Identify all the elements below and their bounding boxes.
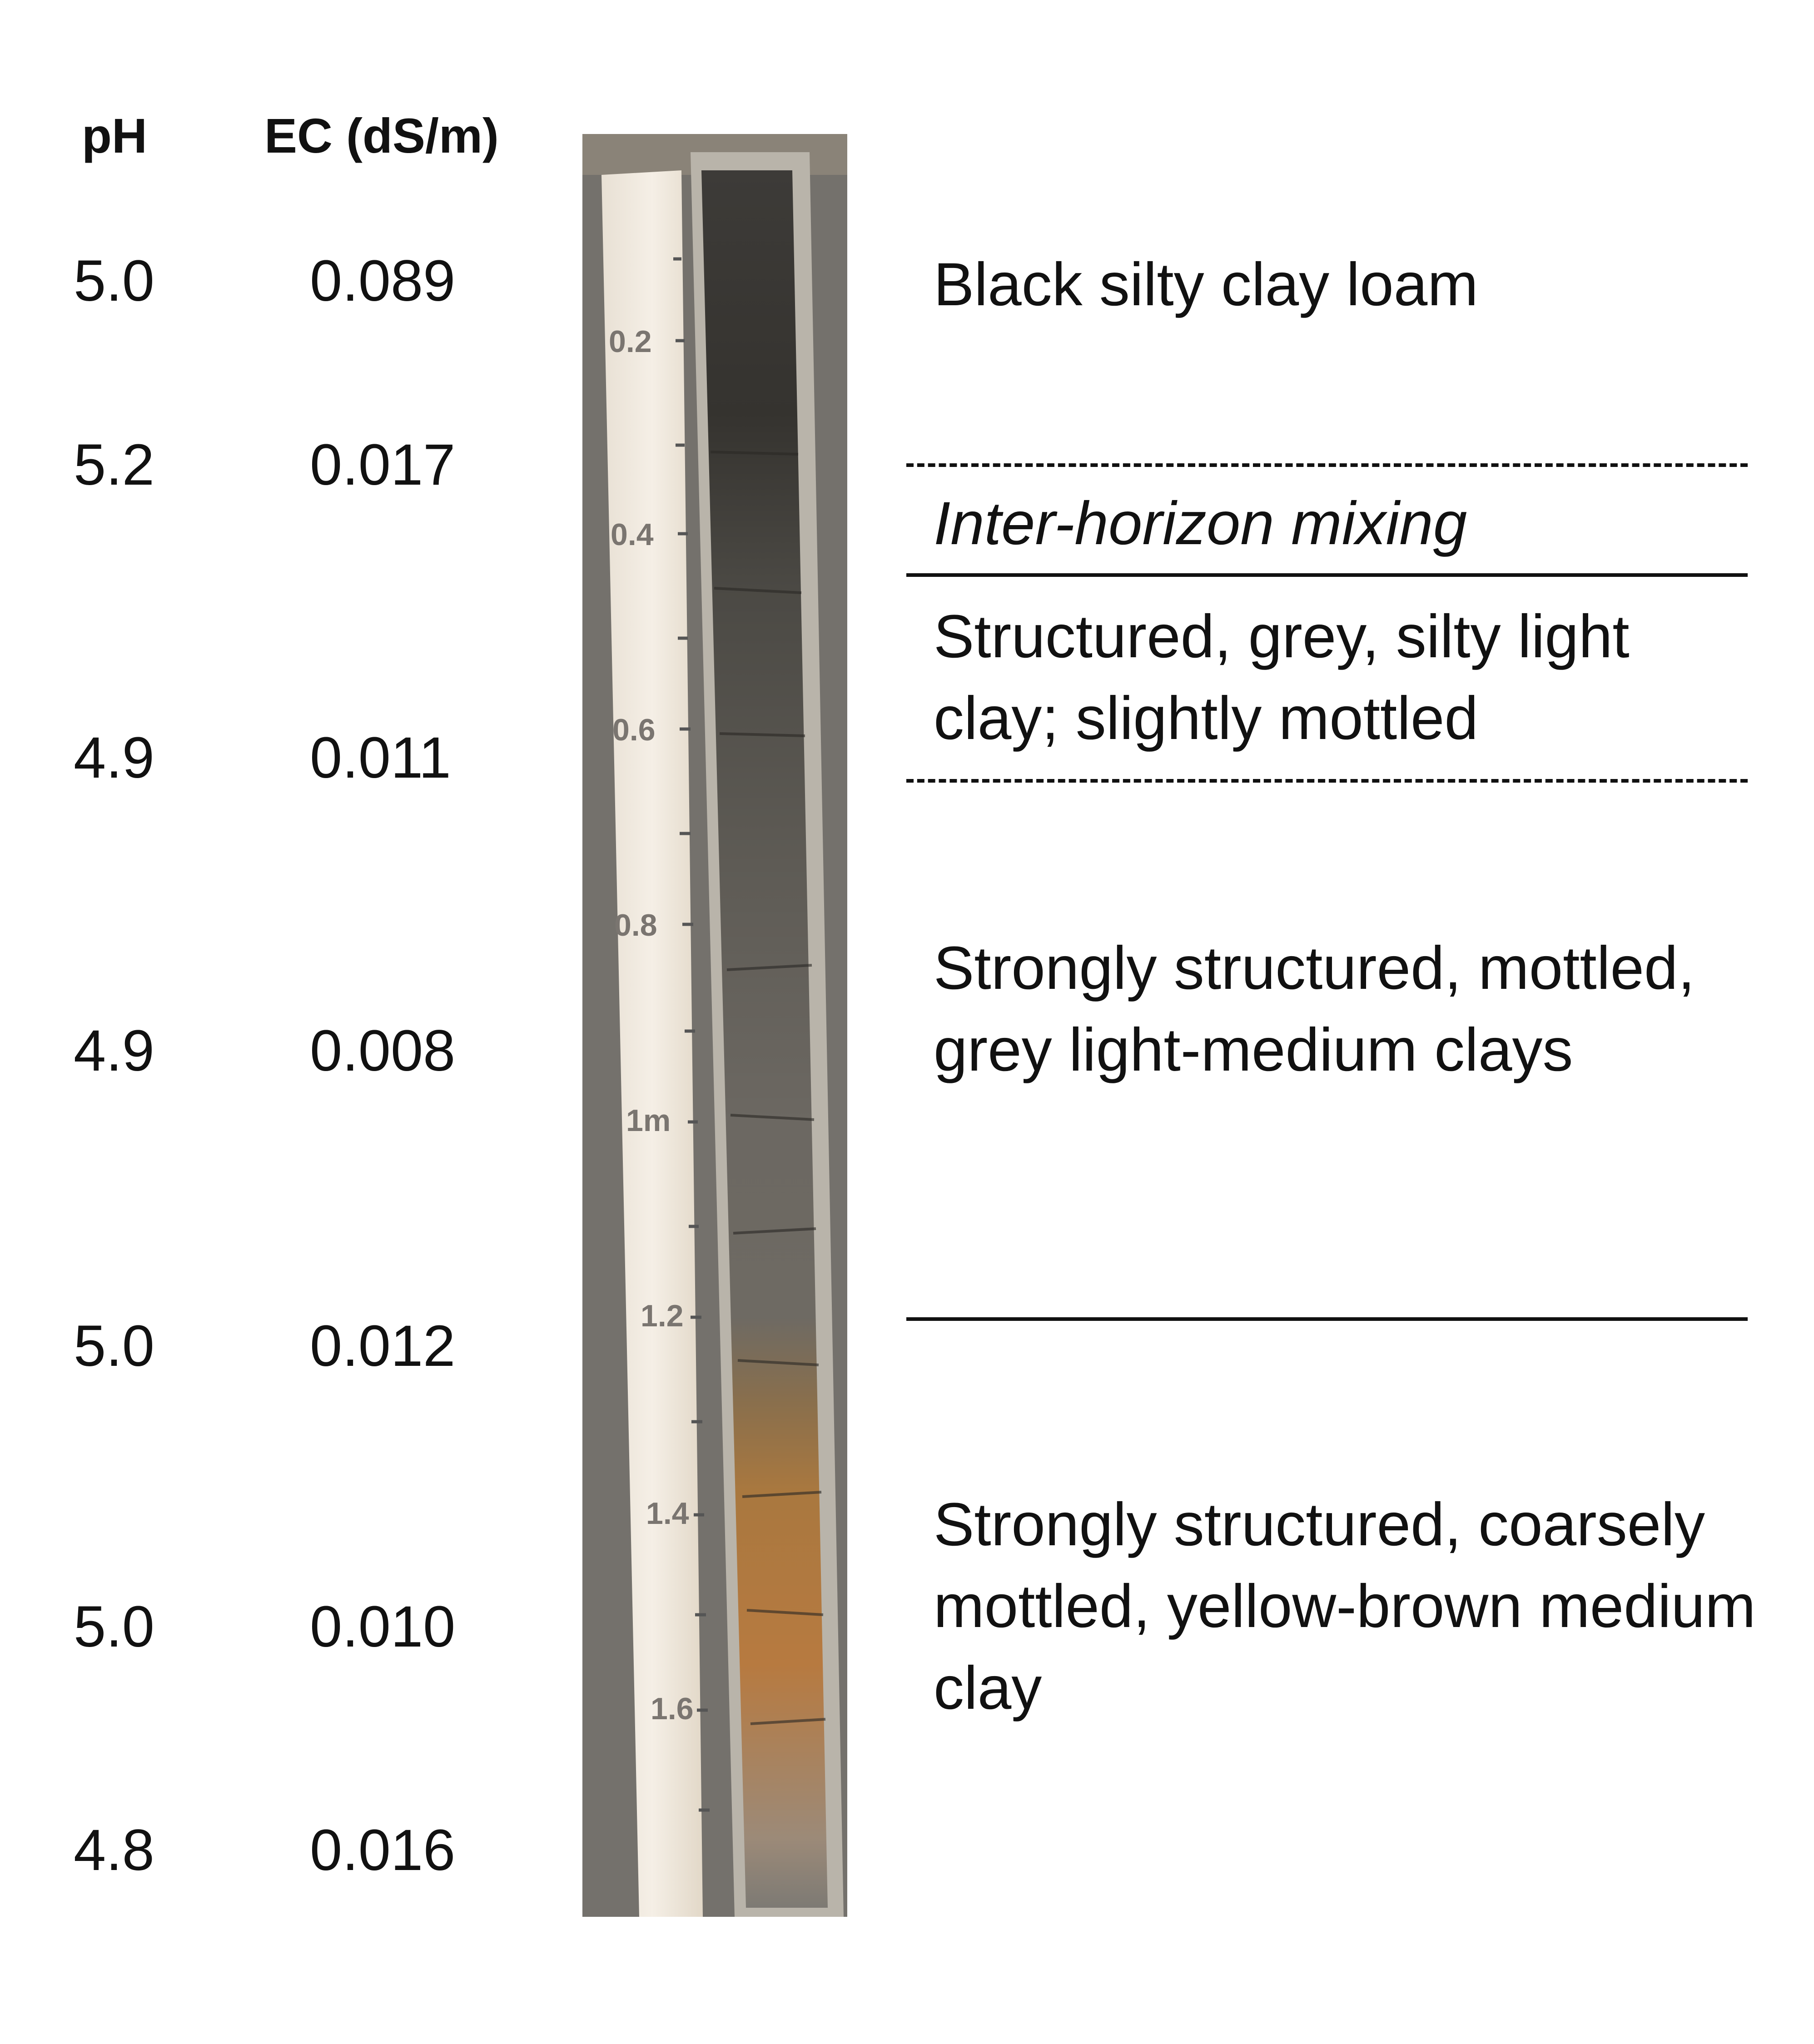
- horizon-boundary-solid: [906, 1317, 1748, 1321]
- ph-value: 4.9: [74, 1018, 154, 1083]
- ph-value: 4.8: [74, 1818, 154, 1883]
- horizon-description: Strongly structured, mottled, grey light…: [934, 934, 1695, 1084]
- ec-value: 0.089: [310, 248, 456, 313]
- ph-value: 4.9: [74, 725, 154, 790]
- scale-label: 0.2: [609, 324, 652, 359]
- ph-value: 5.2: [74, 432, 154, 497]
- horizon-description: Inter-horizon mixing: [934, 490, 1467, 557]
- scale-label: 0.6: [612, 713, 656, 747]
- scale-label: 1.2: [641, 1299, 684, 1333]
- horizon-description: Strongly structured, coarsely mottled, y…: [934, 1491, 1756, 1722]
- ph-column-header: pH: [82, 108, 147, 163]
- soil-core-photo: 0.2 0.4 0.6 0.8 1m 1.2 1.4 1.6: [582, 134, 847, 1917]
- scale-label: 0.4: [611, 517, 654, 552]
- ec-column-header: EC (dS/m): [264, 108, 499, 163]
- horizon-description: Black silty clay loam: [934, 251, 1478, 318]
- scale-label: 1.4: [646, 1496, 689, 1531]
- ec-value: 0.016: [310, 1818, 456, 1883]
- ec-value: 0.012: [310, 1314, 456, 1379]
- tape-ticks: [673, 257, 710, 1812]
- scale-label: 0.8: [614, 908, 657, 943]
- ph-value: 5.0: [74, 1594, 154, 1659]
- horizon-boundary-dashed: [906, 463, 1748, 467]
- ph-value: 5.0: [74, 248, 154, 313]
- measuring-tape: [601, 170, 703, 1917]
- horizon-description: Structured, grey, silty light clay; slig…: [934, 603, 1630, 752]
- core-cracks: [710, 451, 826, 1725]
- ph-value: 5.0: [74, 1314, 154, 1379]
- ec-value: 0.017: [310, 432, 456, 497]
- horizon-boundary-dashed: [906, 779, 1748, 783]
- scale-label: 1.6: [651, 1692, 694, 1726]
- ec-value: 0.010: [310, 1594, 456, 1659]
- ec-value: 0.011: [310, 725, 451, 790]
- scale-label: 1m: [626, 1103, 671, 1138]
- soil-core: [701, 170, 828, 1908]
- ec-value: 0.008: [310, 1018, 456, 1083]
- horizon-boundary-solid: [906, 573, 1748, 577]
